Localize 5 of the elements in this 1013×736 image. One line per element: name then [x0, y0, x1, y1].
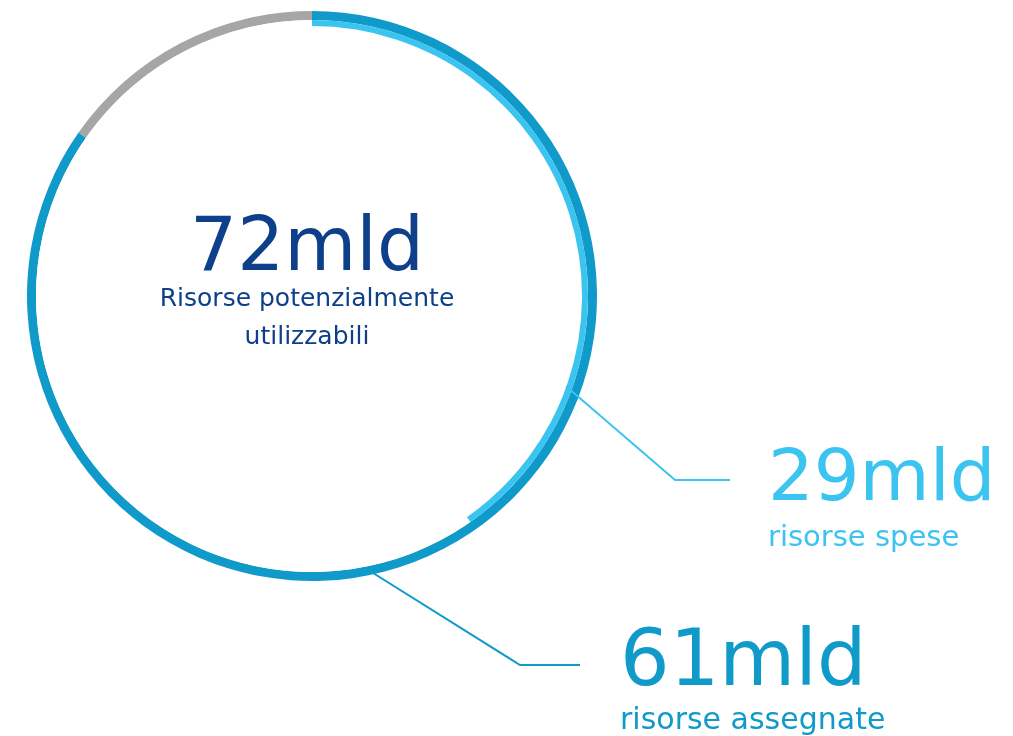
donut-slice [78, 11, 312, 138]
slice-label: risorse spese [768, 519, 960, 553]
slice-label: risorse assegnate [620, 701, 886, 736]
data-label: 61mld [620, 613, 867, 703]
data-label: 29mld [768, 433, 996, 517]
